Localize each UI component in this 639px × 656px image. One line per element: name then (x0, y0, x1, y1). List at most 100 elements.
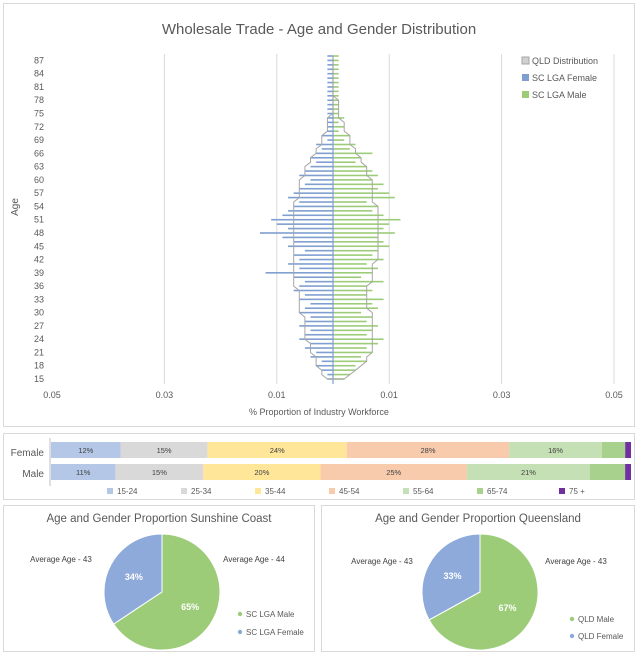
bar-female (327, 64, 333, 66)
pyramid-legend: QLD Distribution SC LGA Female SC LGA Ma… (521, 56, 598, 100)
pyramid-title: Wholesale Trade - Age and Gender Distrib… (162, 21, 476, 38)
bar-female (304, 249, 333, 252)
bar-male (333, 125, 345, 128)
bar-male (333, 267, 378, 270)
y-tick-label: 60 (34, 175, 44, 185)
bar-female (327, 103, 333, 106)
bar-female (299, 258, 333, 261)
bar-female (293, 192, 333, 194)
legend-label: 25-34 (191, 487, 212, 496)
y-tick-label: 54 (34, 201, 44, 211)
bar-female (299, 325, 333, 327)
bar-male (333, 249, 378, 252)
legend-swatch (255, 488, 261, 494)
bar-female (282, 214, 333, 217)
bar-male (333, 311, 362, 314)
bar-male (333, 218, 401, 221)
bar-female (271, 218, 333, 221)
bar-female (304, 183, 333, 186)
bar-female (299, 285, 333, 287)
legend-swatch-female (522, 74, 529, 81)
bar-male (333, 364, 356, 367)
bar-male (333, 254, 373, 256)
segment-label: 20% (254, 468, 269, 477)
bar-female (310, 329, 333, 332)
y-tick-label: 57 (34, 188, 44, 198)
age-stack-chart: Female Male 12% 15% 24% 28% 16% 11% 15% 20% 25% 2… (11, 438, 631, 496)
pie-label-male: 65% (181, 602, 199, 612)
legend-swatch (107, 488, 113, 494)
bar-male (333, 139, 345, 141)
bar-female (293, 276, 333, 279)
bar-female (327, 81, 333, 84)
bar-female (310, 165, 333, 168)
bar-male (333, 59, 339, 62)
bar-female (299, 187, 333, 190)
pie-panel-sunshine-coast: Age and Gender Proportion Sunshine Coast… (3, 505, 315, 652)
bar-female (304, 347, 333, 349)
bar-male (333, 112, 339, 115)
bar-female (304, 294, 333, 296)
bar-male (333, 338, 384, 340)
bar-female (299, 174, 333, 177)
legend-label-female: SC LGA Female (532, 73, 597, 83)
bar-male (333, 77, 339, 79)
bar-male (333, 72, 339, 75)
bar-male (333, 187, 378, 190)
y-tick-label: 21 (34, 347, 44, 357)
bar-male (333, 170, 373, 172)
bar-male (333, 347, 367, 349)
bar-male (333, 285, 367, 287)
segment-label: 11% (76, 468, 91, 477)
bar-male (333, 108, 339, 110)
bar-female (265, 272, 333, 274)
bar-male (333, 192, 390, 194)
x-tick-label: 0.05 (43, 390, 61, 400)
legend-dot-female (237, 629, 243, 635)
y-tick-label: 69 (34, 135, 44, 145)
pie-label-female: 33% (444, 571, 462, 581)
bar-male (333, 289, 373, 292)
pie-slice-male (113, 533, 221, 651)
x-tick-label: 0.01 (380, 390, 398, 400)
bar-male (333, 316, 373, 318)
bar-female (327, 108, 333, 110)
bar-male (333, 325, 378, 327)
legend-swatch (329, 488, 335, 494)
bar-male (333, 263, 367, 265)
bar-male (333, 333, 367, 336)
legend-dot-male (237, 611, 243, 617)
bar-male (333, 360, 367, 363)
bar-male (333, 241, 384, 243)
bar-female (299, 298, 333, 301)
bar-male (333, 276, 362, 279)
y-tick-label: 42 (34, 255, 44, 265)
bar-female (310, 179, 333, 181)
bar-male (333, 272, 373, 274)
y-tick-label: 51 (34, 215, 44, 225)
bar-male (333, 258, 384, 261)
y-tick-label: 27 (34, 321, 44, 331)
y-tick-label: 84 (34, 69, 44, 79)
bar-female (310, 342, 333, 345)
bar-female (321, 369, 333, 371)
legend-label-qld: QLD Distribution (532, 56, 598, 66)
segment-15-24 (51, 464, 116, 480)
segment-35-44 (207, 442, 347, 458)
x-tick-label: 0.05 (605, 390, 623, 400)
legend-label-female: SC LGA Female (246, 628, 304, 637)
x-axis-label: % Proportion of Industry Workforce (249, 407, 389, 417)
qld-distribution-line (293, 56, 379, 380)
bar-male (333, 298, 384, 301)
y-tick-label: 39 (34, 268, 44, 278)
x-tick-label: 0.01 (268, 390, 286, 400)
bar-male (333, 329, 373, 332)
pie-label-male: 67% (498, 603, 516, 613)
bar-female (327, 59, 333, 62)
segment-55-64 (466, 464, 590, 480)
bar-male (333, 369, 356, 371)
legend-swatch-male (522, 91, 529, 98)
bar-male (333, 156, 362, 159)
bar-male (333, 201, 367, 203)
legend-swatch (181, 488, 187, 494)
